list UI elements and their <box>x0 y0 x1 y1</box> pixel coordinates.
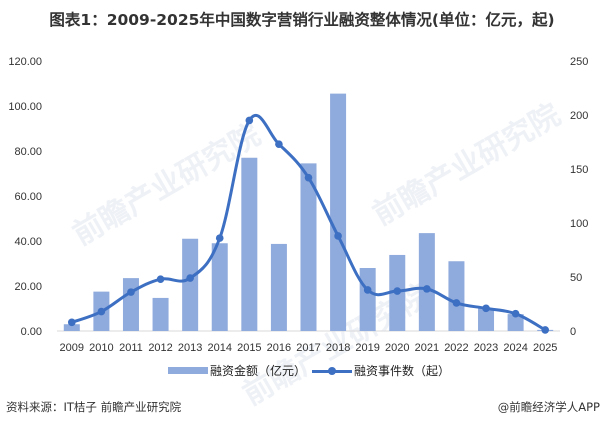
x-tick: 2010 <box>89 342 113 354</box>
x-tick: 2016 <box>267 342 291 354</box>
bar-2009 <box>63 324 80 331</box>
x-tick: 2012 <box>148 342 172 354</box>
y-left-tick: 60.00 <box>14 191 42 203</box>
bar-2021 <box>418 233 435 331</box>
bar-2016 <box>270 243 287 331</box>
legend-item-line: 融资事件数（起） <box>312 362 450 379</box>
bar-2022 <box>448 261 465 331</box>
y-right-tick: 0 <box>570 326 576 338</box>
line-point-2023 <box>482 304 490 313</box>
line-point-2012 <box>156 275 165 283</box>
bar-2013 <box>182 238 199 331</box>
line-point-2020 <box>393 287 402 295</box>
y-left-tick: 0.00 <box>21 326 42 338</box>
bar-2024 <box>507 314 524 331</box>
y-left-tick: 20.00 <box>14 281 42 293</box>
y-right-tick: 250 <box>570 56 588 68</box>
footer: 资料来源：IT桔子 前瞻产业研究院 @前瞻经济学人APP <box>6 399 600 415</box>
x-tick: 2011 <box>119 342 143 354</box>
bar-2015 <box>241 157 258 331</box>
line-point-2015 <box>245 116 254 125</box>
line-point-2013 <box>186 274 194 282</box>
line-point-2010 <box>97 307 106 316</box>
x-tick: 2014 <box>207 342 231 354</box>
legend-bar-label: 融资金额（亿元） <box>210 364 307 378</box>
line-point-2017 <box>304 173 313 182</box>
y-right-tick: 150 <box>570 164 588 176</box>
x-tick: 2017 <box>296 342 320 354</box>
bar-2012 <box>152 297 169 331</box>
bar-2017 <box>300 163 317 331</box>
credit-note: @前瞻经济学人APP <box>497 400 600 414</box>
source-note: 资料来源：IT桔子 前瞻产业研究院 <box>6 400 182 414</box>
line-swatch-icon <box>312 366 352 376</box>
bar-swatch-icon <box>168 367 208 374</box>
bar-2011 <box>122 278 139 331</box>
chart-plot: 0.00 20.00 40.00 60.00 80.00 100.00 120.00 0 50 1… <box>8 56 588 354</box>
x-tick: 2025 <box>533 342 557 354</box>
y-right-tick: 100 <box>570 218 588 230</box>
bar-2018 <box>330 93 347 331</box>
legend-item-bar: 融资金额（亿元） <box>168 362 306 379</box>
line-point-2016 <box>275 140 283 148</box>
legend-line-label: 融资事件数（起） <box>354 364 451 378</box>
legend: 融资金额（亿元） 融资事件数（起） <box>0 362 604 380</box>
line-point-2025 <box>541 326 550 334</box>
bar-2014 <box>211 243 228 331</box>
y-right-tick: 50 <box>570 272 582 284</box>
y-left-tick: 100.00 <box>8 101 42 113</box>
x-tick: 2020 <box>385 342 409 354</box>
line-series <box>71 113 546 332</box>
line-point-2014 <box>215 234 224 242</box>
x-tick: 2022 <box>444 342 468 354</box>
x-tick: 2015 <box>237 342 261 354</box>
line-point-2019 <box>363 286 372 294</box>
x-tick: 2019 <box>355 342 379 354</box>
line-point-2009 <box>67 318 76 327</box>
line-point-2011 <box>127 288 135 296</box>
y-right-tick: 200 <box>570 110 588 122</box>
x-tick: 2013 <box>178 342 202 354</box>
bar-2023 <box>478 308 495 331</box>
y-left-tick: 120.00 <box>8 56 42 68</box>
line-point-2022 <box>452 299 461 307</box>
line-point-2021 <box>423 285 431 293</box>
x-tick: 2024 <box>503 342 527 354</box>
x-tick: 2021 <box>415 342 439 354</box>
y-left-tick: 40.00 <box>14 236 42 248</box>
x-tick: 2023 <box>474 342 498 354</box>
x-tick: 2018 <box>326 342 350 354</box>
line-point-2018 <box>334 232 342 240</box>
line-point-2024 <box>511 309 520 318</box>
bar-2019 <box>359 268 376 331</box>
chart-title: 图表1：2009-2025年中国数字营销行业融资整体情况(单位：亿元，起) <box>49 11 555 29</box>
x-tick: 2009 <box>60 342 84 354</box>
y-left-tick: 80.00 <box>14 146 42 158</box>
